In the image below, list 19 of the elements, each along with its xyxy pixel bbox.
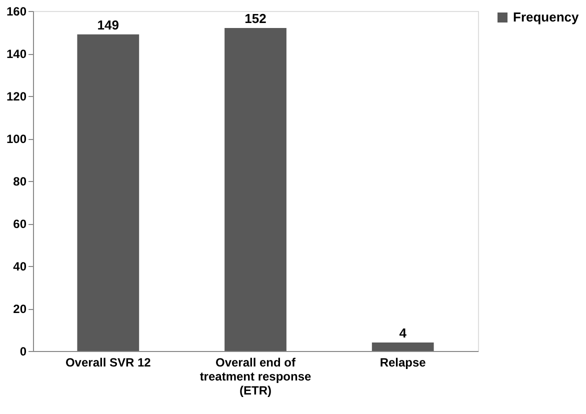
y-tick-label: 120 <box>6 90 27 104</box>
x-tick-label: Relapse <box>380 356 426 370</box>
y-tick-label: 160 <box>6 4 27 18</box>
bar <box>77 34 140 351</box>
y-tick-label: 100 <box>6 132 27 146</box>
legend-label: Frequency <box>513 10 580 24</box>
y-tick-label: 20 <box>13 302 27 316</box>
y-tick-label: 60 <box>13 217 27 231</box>
data-label: 152 <box>244 11 266 26</box>
y-tick-label: 0 <box>20 344 27 358</box>
bar <box>224 28 286 351</box>
data-label: 149 <box>97 17 119 32</box>
bar <box>372 342 434 351</box>
y-tick-label: 140 <box>6 47 27 61</box>
y-tick-label: 40 <box>13 260 27 274</box>
data-label: 4 <box>399 326 408 340</box>
x-tick-label: Overall SVR 12 <box>65 356 152 370</box>
x-tick-label: Overall end of treatment response (ETR) <box>200 356 312 398</box>
y-tick-label: 80 <box>13 174 27 188</box>
